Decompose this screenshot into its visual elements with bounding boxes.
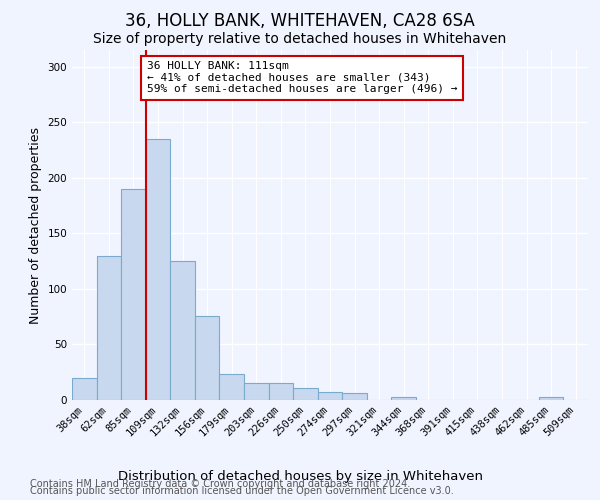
Bar — [121, 189, 146, 400]
Text: Contains public sector information licensed under the Open Government Licence v3: Contains public sector information licen… — [30, 486, 454, 496]
Bar — [146, 139, 170, 400]
Bar — [342, 394, 367, 400]
Y-axis label: Number of detached properties: Number of detached properties — [29, 126, 42, 324]
Bar — [170, 261, 195, 400]
Bar — [293, 388, 318, 400]
Bar — [269, 384, 293, 400]
Text: 36 HOLLY BANK: 111sqm
← 41% of detached houses are smaller (343)
59% of semi-det: 36 HOLLY BANK: 111sqm ← 41% of detached … — [147, 61, 457, 94]
Text: Size of property relative to detached houses in Whitehaven: Size of property relative to detached ho… — [94, 32, 506, 46]
Text: Contains HM Land Registry data © Crown copyright and database right 2024.: Contains HM Land Registry data © Crown c… — [30, 479, 410, 489]
Text: Distribution of detached houses by size in Whitehaven: Distribution of detached houses by size … — [118, 470, 482, 483]
Bar — [195, 316, 220, 400]
Bar — [220, 374, 244, 400]
Bar — [244, 384, 269, 400]
Bar — [97, 256, 121, 400]
Bar — [318, 392, 342, 400]
Text: 36, HOLLY BANK, WHITEHAVEN, CA28 6SA: 36, HOLLY BANK, WHITEHAVEN, CA28 6SA — [125, 12, 475, 30]
Bar — [72, 378, 97, 400]
Bar — [391, 396, 416, 400]
Bar — [539, 396, 563, 400]
